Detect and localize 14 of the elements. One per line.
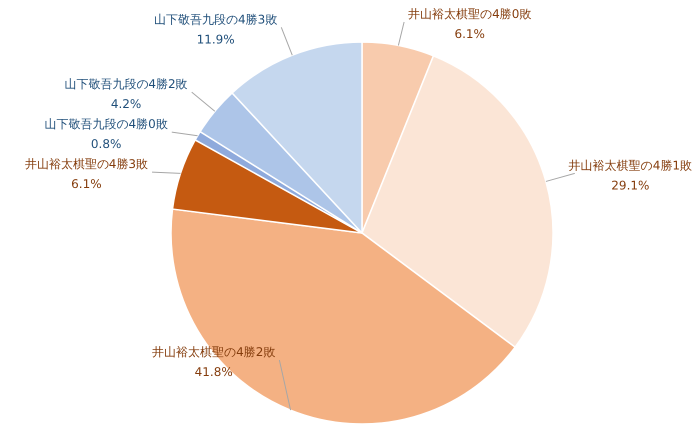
slice-label: 井山裕太棋聖の4勝1敗 (568, 158, 692, 172)
data-label: 6.1% (454, 27, 485, 41)
slice-label: 井山裕太棋聖の4勝0敗 (408, 7, 532, 21)
slice-label: 山下敬吾九段の4勝2敗 (64, 77, 188, 92)
slice-label: 山下敬吾九段の4勝0敗 (44, 117, 168, 132)
data-label: 11.9% (196, 32, 235, 46)
data-label: 41.8% (194, 365, 233, 379)
data-label: 4.2% (110, 97, 142, 112)
data-label: 29.1% (611, 178, 650, 192)
slice-label: 井山裕太棋聖の4勝2敗 (152, 345, 276, 359)
data-label: 0.8% (90, 137, 122, 152)
data-label: 6.1% (71, 177, 102, 192)
slice-label: 井山裕太棋聖の4勝3敗 (24, 157, 148, 172)
slice-label: 山下敬吾九段の4勝3敗 (154, 12, 278, 26)
